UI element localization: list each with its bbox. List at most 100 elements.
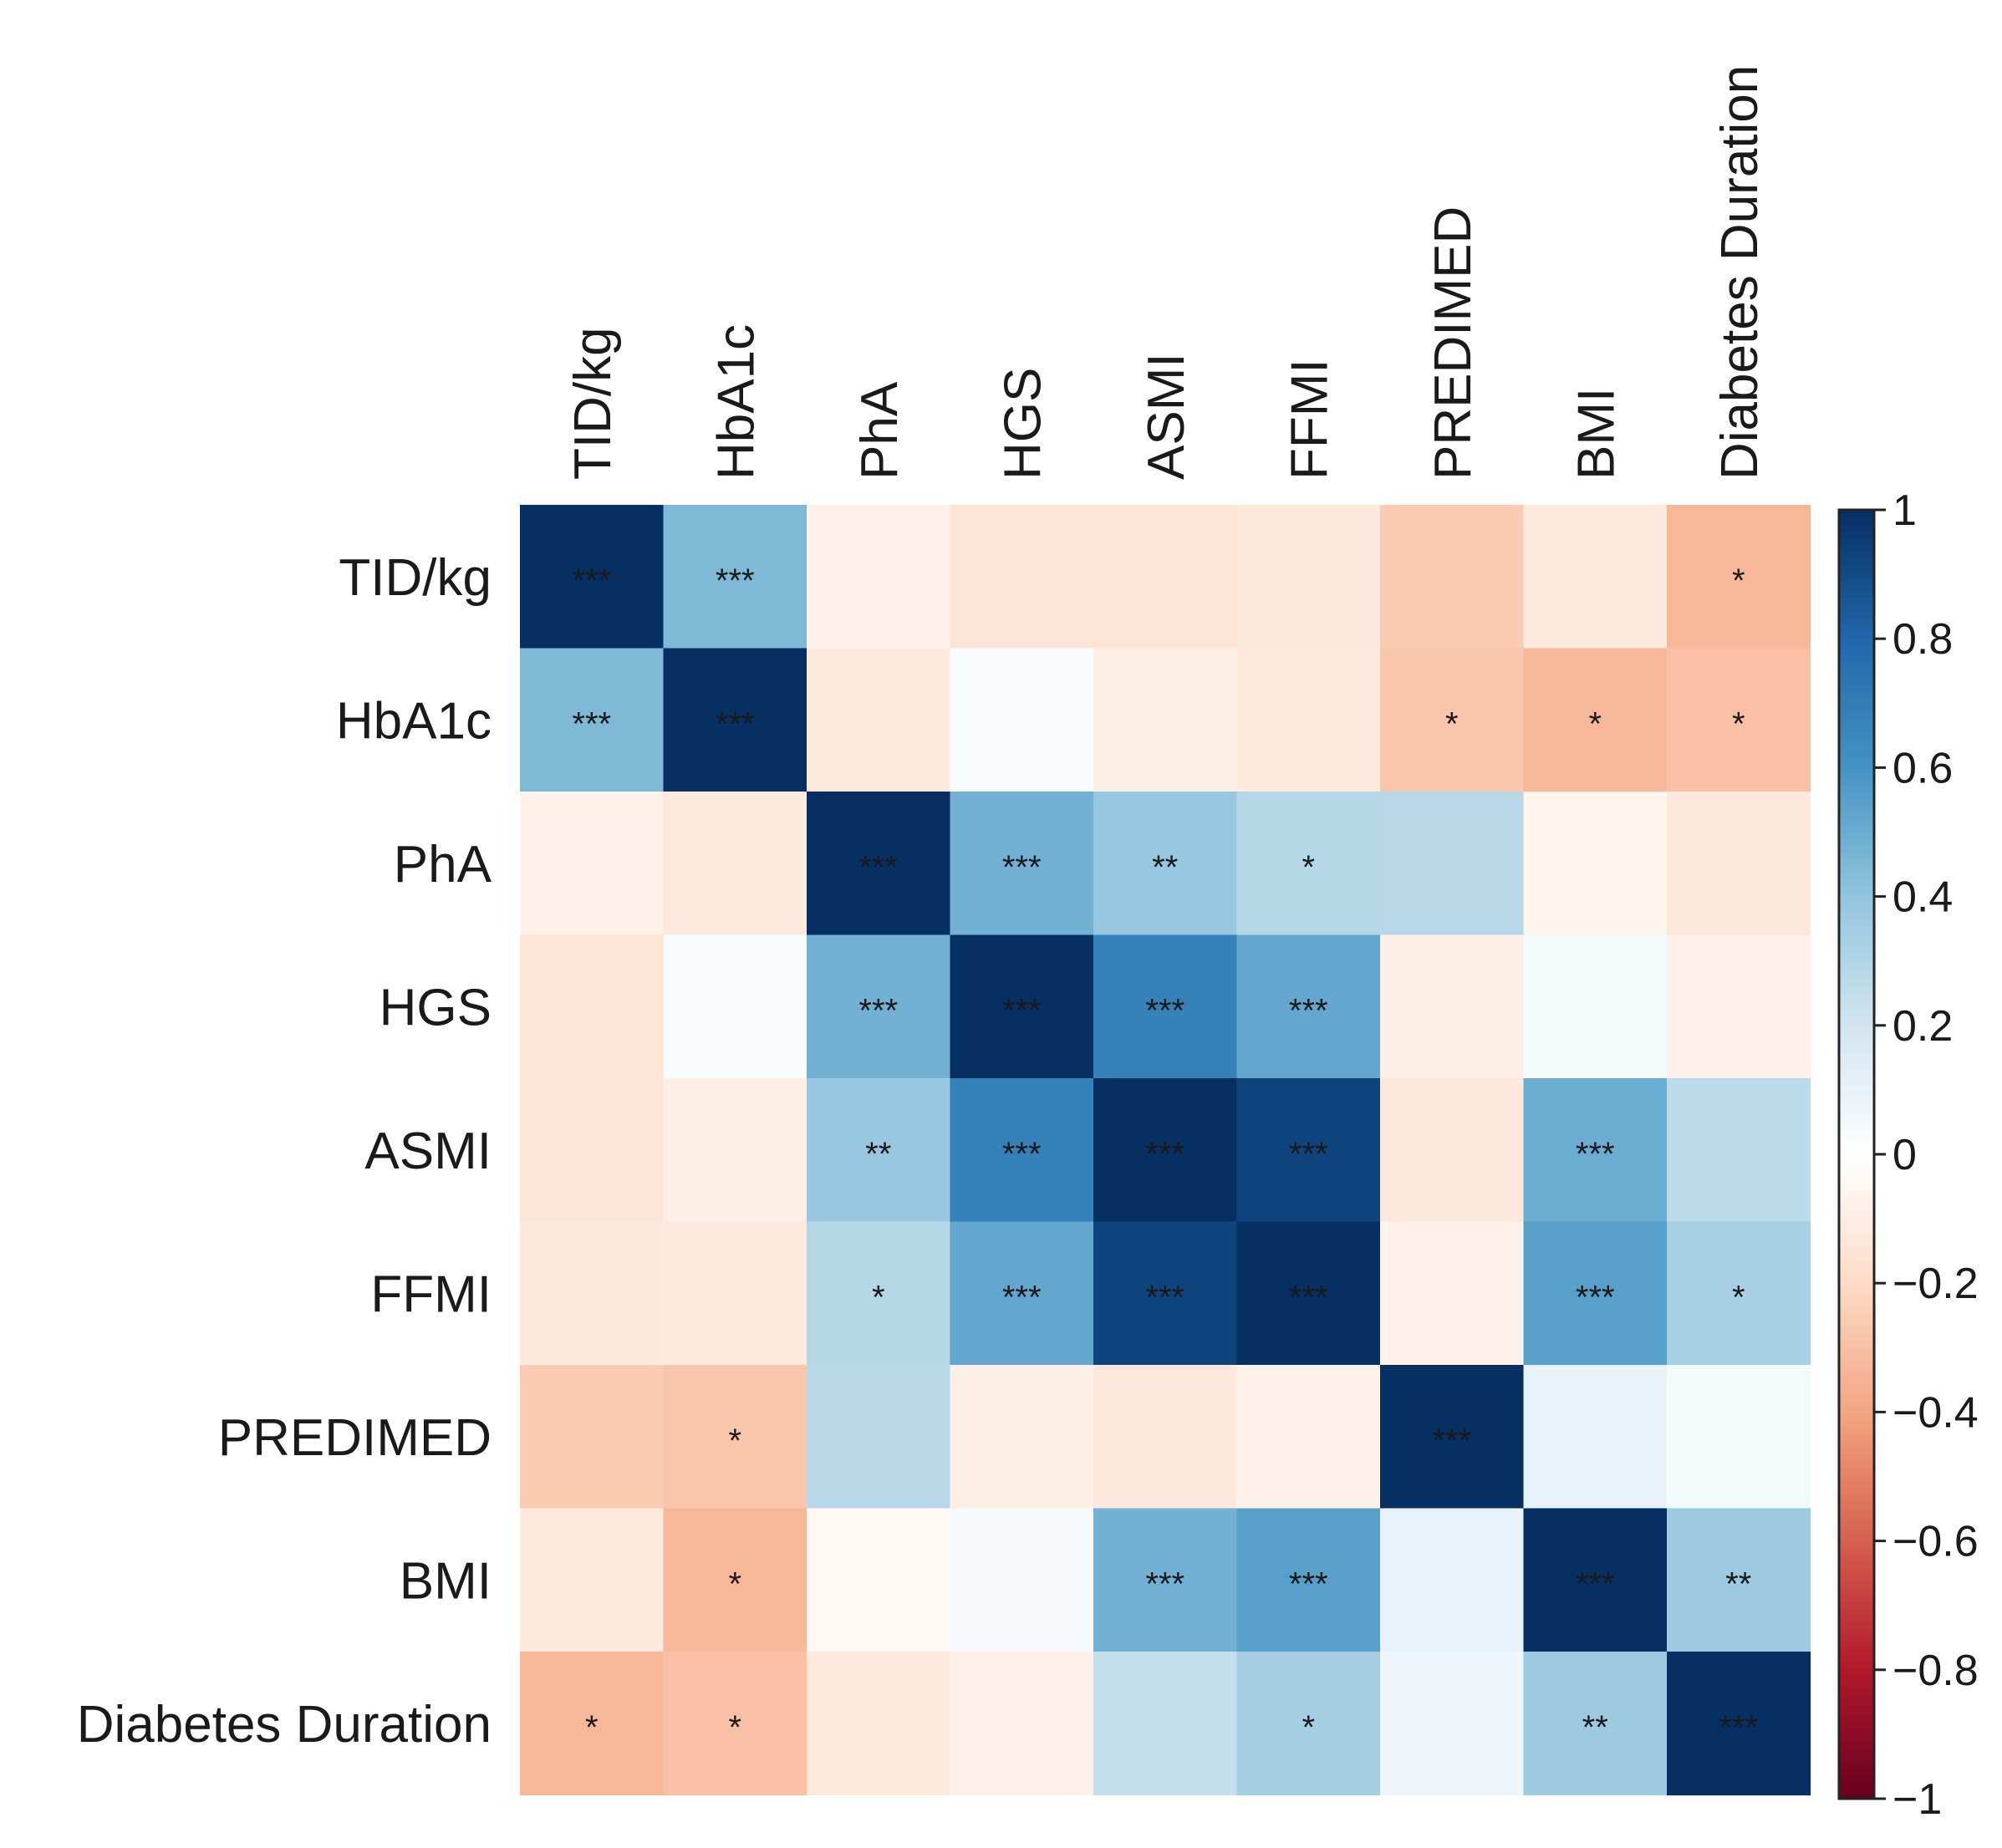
heatmap-cell-predimed-diabetes-duration [1667, 1365, 1811, 1509]
significance-marker-hgs-pha: *** [858, 992, 898, 1029]
significance-marker-diabetes-duration-tid-kg: * [585, 1709, 599, 1746]
heatmap-cell-pha-bmi [1523, 792, 1668, 936]
heatmap-cell-diabetes-duration-asmi [1093, 1652, 1238, 1796]
heatmap-cell-pha-diabetes-duration [1667, 792, 1811, 936]
colorbar-tick-label-1: 0.8 [1892, 615, 1953, 664]
significance-marker-asmi-hgs: *** [1002, 1136, 1042, 1173]
heatmap-cell-predimed-bmi [1523, 1365, 1668, 1509]
heatmap-cells [520, 505, 1811, 1796]
significance-marker-pha-hgs: *** [1002, 849, 1042, 886]
column-label-ffmi: FFMI [1281, 359, 1338, 480]
heatmap-cell-bmi-hba1c [663, 1508, 807, 1652]
row-label-diabetes-duration: Diabetes Duration [77, 1696, 492, 1754]
heatmap-cell-pha-predimed [1380, 792, 1525, 936]
heatmap-cell-asmi-tid-kg [520, 1078, 665, 1223]
colorbar-tick-label-10: −1 [1892, 1775, 1942, 1824]
heatmap-cell-tid-kg-pha [807, 505, 951, 649]
significance-marker-pha-ffmi: * [1302, 849, 1315, 886]
column-label-diabetes-duration: Diabetes Duration [1711, 65, 1769, 480]
significance-marker-asmi-bmi: *** [1576, 1136, 1615, 1173]
heatmap-cell-hba1c-asmi [1093, 648, 1238, 792]
heatmap-cell-bmi-asmi [1093, 1508, 1238, 1652]
row-label-hba1c: HbA1c [336, 692, 492, 750]
colorbar-tick-label-8: −0.6 [1892, 1518, 1979, 1566]
column-label-hgs: HGS [994, 368, 1052, 480]
heatmap-cell-tid-kg-predimed [1380, 505, 1525, 649]
heatmap-cell-hba1c-tid-kg [520, 648, 665, 792]
heatmap-cell-predimed-hgs [950, 1365, 1094, 1509]
significance-marker-tid-kg-diabetes-duration: * [1732, 563, 1745, 599]
heatmap-cell-asmi-ffmi [1236, 1078, 1381, 1223]
heatmap-cell-diabetes-duration-predimed [1380, 1652, 1525, 1796]
column-label-predimed: PREDIMED [1424, 206, 1482, 480]
row-label-ffmi: FFMI [370, 1265, 492, 1323]
heatmap-cell-ffmi-hgs [950, 1221, 1094, 1366]
heatmap-cell-asmi-hba1c [663, 1078, 807, 1223]
significance-marker-pha-asmi: ** [1152, 849, 1178, 886]
colorbar-tick-label-4: 0.2 [1892, 1002, 1953, 1051]
significance-marker-predimed-hba1c: * [728, 1423, 741, 1459]
column-label-hba1c: HbA1c [707, 324, 765, 480]
heatmap-cell-predimed-pha [807, 1365, 951, 1509]
heatmap-cell-asmi-predimed [1380, 1078, 1525, 1223]
colorbar-tick-label-2: 0.6 [1892, 744, 1953, 792]
significance-marker-bmi-bmi: *** [1576, 1565, 1615, 1602]
column-label-bmi: BMI [1567, 388, 1625, 480]
heatmap-cell-ffmi-hba1c [663, 1221, 807, 1366]
heatmap-cell-diabetes-duration-bmi [1523, 1652, 1668, 1796]
heatmap-cell-tid-kg-asmi [1093, 505, 1238, 649]
heatmap-cell-pha-ffmi [1236, 792, 1381, 936]
heatmap-cell-bmi-tid-kg [520, 1508, 665, 1652]
significance-marker-ffmi-pha: * [872, 1279, 885, 1316]
heatmap-cell-bmi-bmi [1523, 1508, 1668, 1652]
significance-marker-diabetes-duration-diabetes-duration: *** [1719, 1709, 1758, 1746]
heatmap-cell-hgs-pha [807, 934, 951, 1079]
significance-marker-diabetes-duration-hba1c: * [728, 1709, 741, 1746]
heatmap-cell-ffmi-pha [807, 1221, 951, 1366]
heatmap-cell-bmi-diabetes-duration [1667, 1508, 1811, 1652]
colorbar-gradient [1837, 508, 1876, 1800]
column-labels: TID/kg HbA1c PhA HGS ASMI FFMI PREDIMED BMI Diab… [564, 65, 1769, 480]
significance-marker-bmi-ffmi: *** [1289, 1565, 1328, 1602]
heatmap-cell-pha-asmi [1093, 792, 1238, 936]
row-label-tid-kg: TID/kg [339, 549, 492, 607]
heatmap-cell-diabetes-duration-diabetes-duration [1667, 1652, 1811, 1796]
heatmap-cell-asmi-asmi [1093, 1078, 1238, 1223]
heatmap-cell-diabetes-duration-pha [807, 1652, 951, 1796]
significance-marker-tid-kg-hba1c: *** [716, 563, 755, 599]
heatmap-cell-tid-kg-diabetes-duration [1667, 505, 1811, 649]
significance-marker-hba1c-diabetes-duration: * [1732, 705, 1745, 742]
heatmap-cell-ffmi-bmi [1523, 1221, 1668, 1366]
colorbar-tick-label-9: −0.8 [1892, 1647, 1979, 1695]
significance-marker-diabetes-duration-ffmi: * [1302, 1709, 1315, 1746]
heatmap-cell-hba1c-diabetes-duration [1667, 648, 1811, 792]
heatmap-cell-diabetes-duration-hba1c [663, 1652, 807, 1796]
heatmap-cell-hgs-ffmi [1236, 934, 1381, 1079]
heatmap-cell-hba1c-ffmi [1236, 648, 1381, 792]
heatmap-cell-hgs-hba1c [663, 934, 807, 1079]
significance-marker-ffmi-ffmi: *** [1289, 1279, 1328, 1316]
heatmap-cell-asmi-diabetes-duration [1667, 1078, 1811, 1223]
heatmap-cell-hgs-tid-kg [520, 934, 665, 1079]
heatmap-cell-ffmi-ffmi [1236, 1221, 1381, 1366]
heatmap-cell-hgs-predimed [1380, 934, 1525, 1079]
heatmap-cell-bmi-ffmi [1236, 1508, 1381, 1652]
column-label-asmi: ASMI [1138, 353, 1195, 480]
column-label-tid-kg: TID/kg [564, 327, 622, 480]
colorbar-tick-label-5: 0 [1892, 1131, 1917, 1179]
significance-marker-asmi-ffmi: *** [1289, 1136, 1328, 1173]
colorbar: 1 0.8 0.6 0.4 0.2 0 −0.2 −0.4 −0.6 −0.8 −1 [1837, 486, 1979, 1824]
heatmap-cell-pha-hba1c [663, 792, 807, 936]
significance-marker-ffmi-asmi: *** [1145, 1279, 1184, 1316]
significance-marker-asmi-asmi: *** [1145, 1136, 1184, 1173]
heatmap-cell-asmi-hgs [950, 1078, 1094, 1223]
significance-marker-hba1c-bmi: * [1588, 705, 1602, 742]
heatmap-cell-diabetes-duration-ffmi [1236, 1652, 1381, 1796]
heatmap-cell-bmi-hgs [950, 1508, 1094, 1652]
heatmap-cell-predimed-predimed [1380, 1365, 1525, 1509]
heatmap-cell-ffmi-predimed [1380, 1221, 1525, 1366]
heatmap-cell-hgs-asmi [1093, 934, 1238, 1079]
significance-marker-bmi-asmi: *** [1145, 1565, 1184, 1602]
heatmap-cell-hgs-hgs [950, 934, 1094, 1079]
